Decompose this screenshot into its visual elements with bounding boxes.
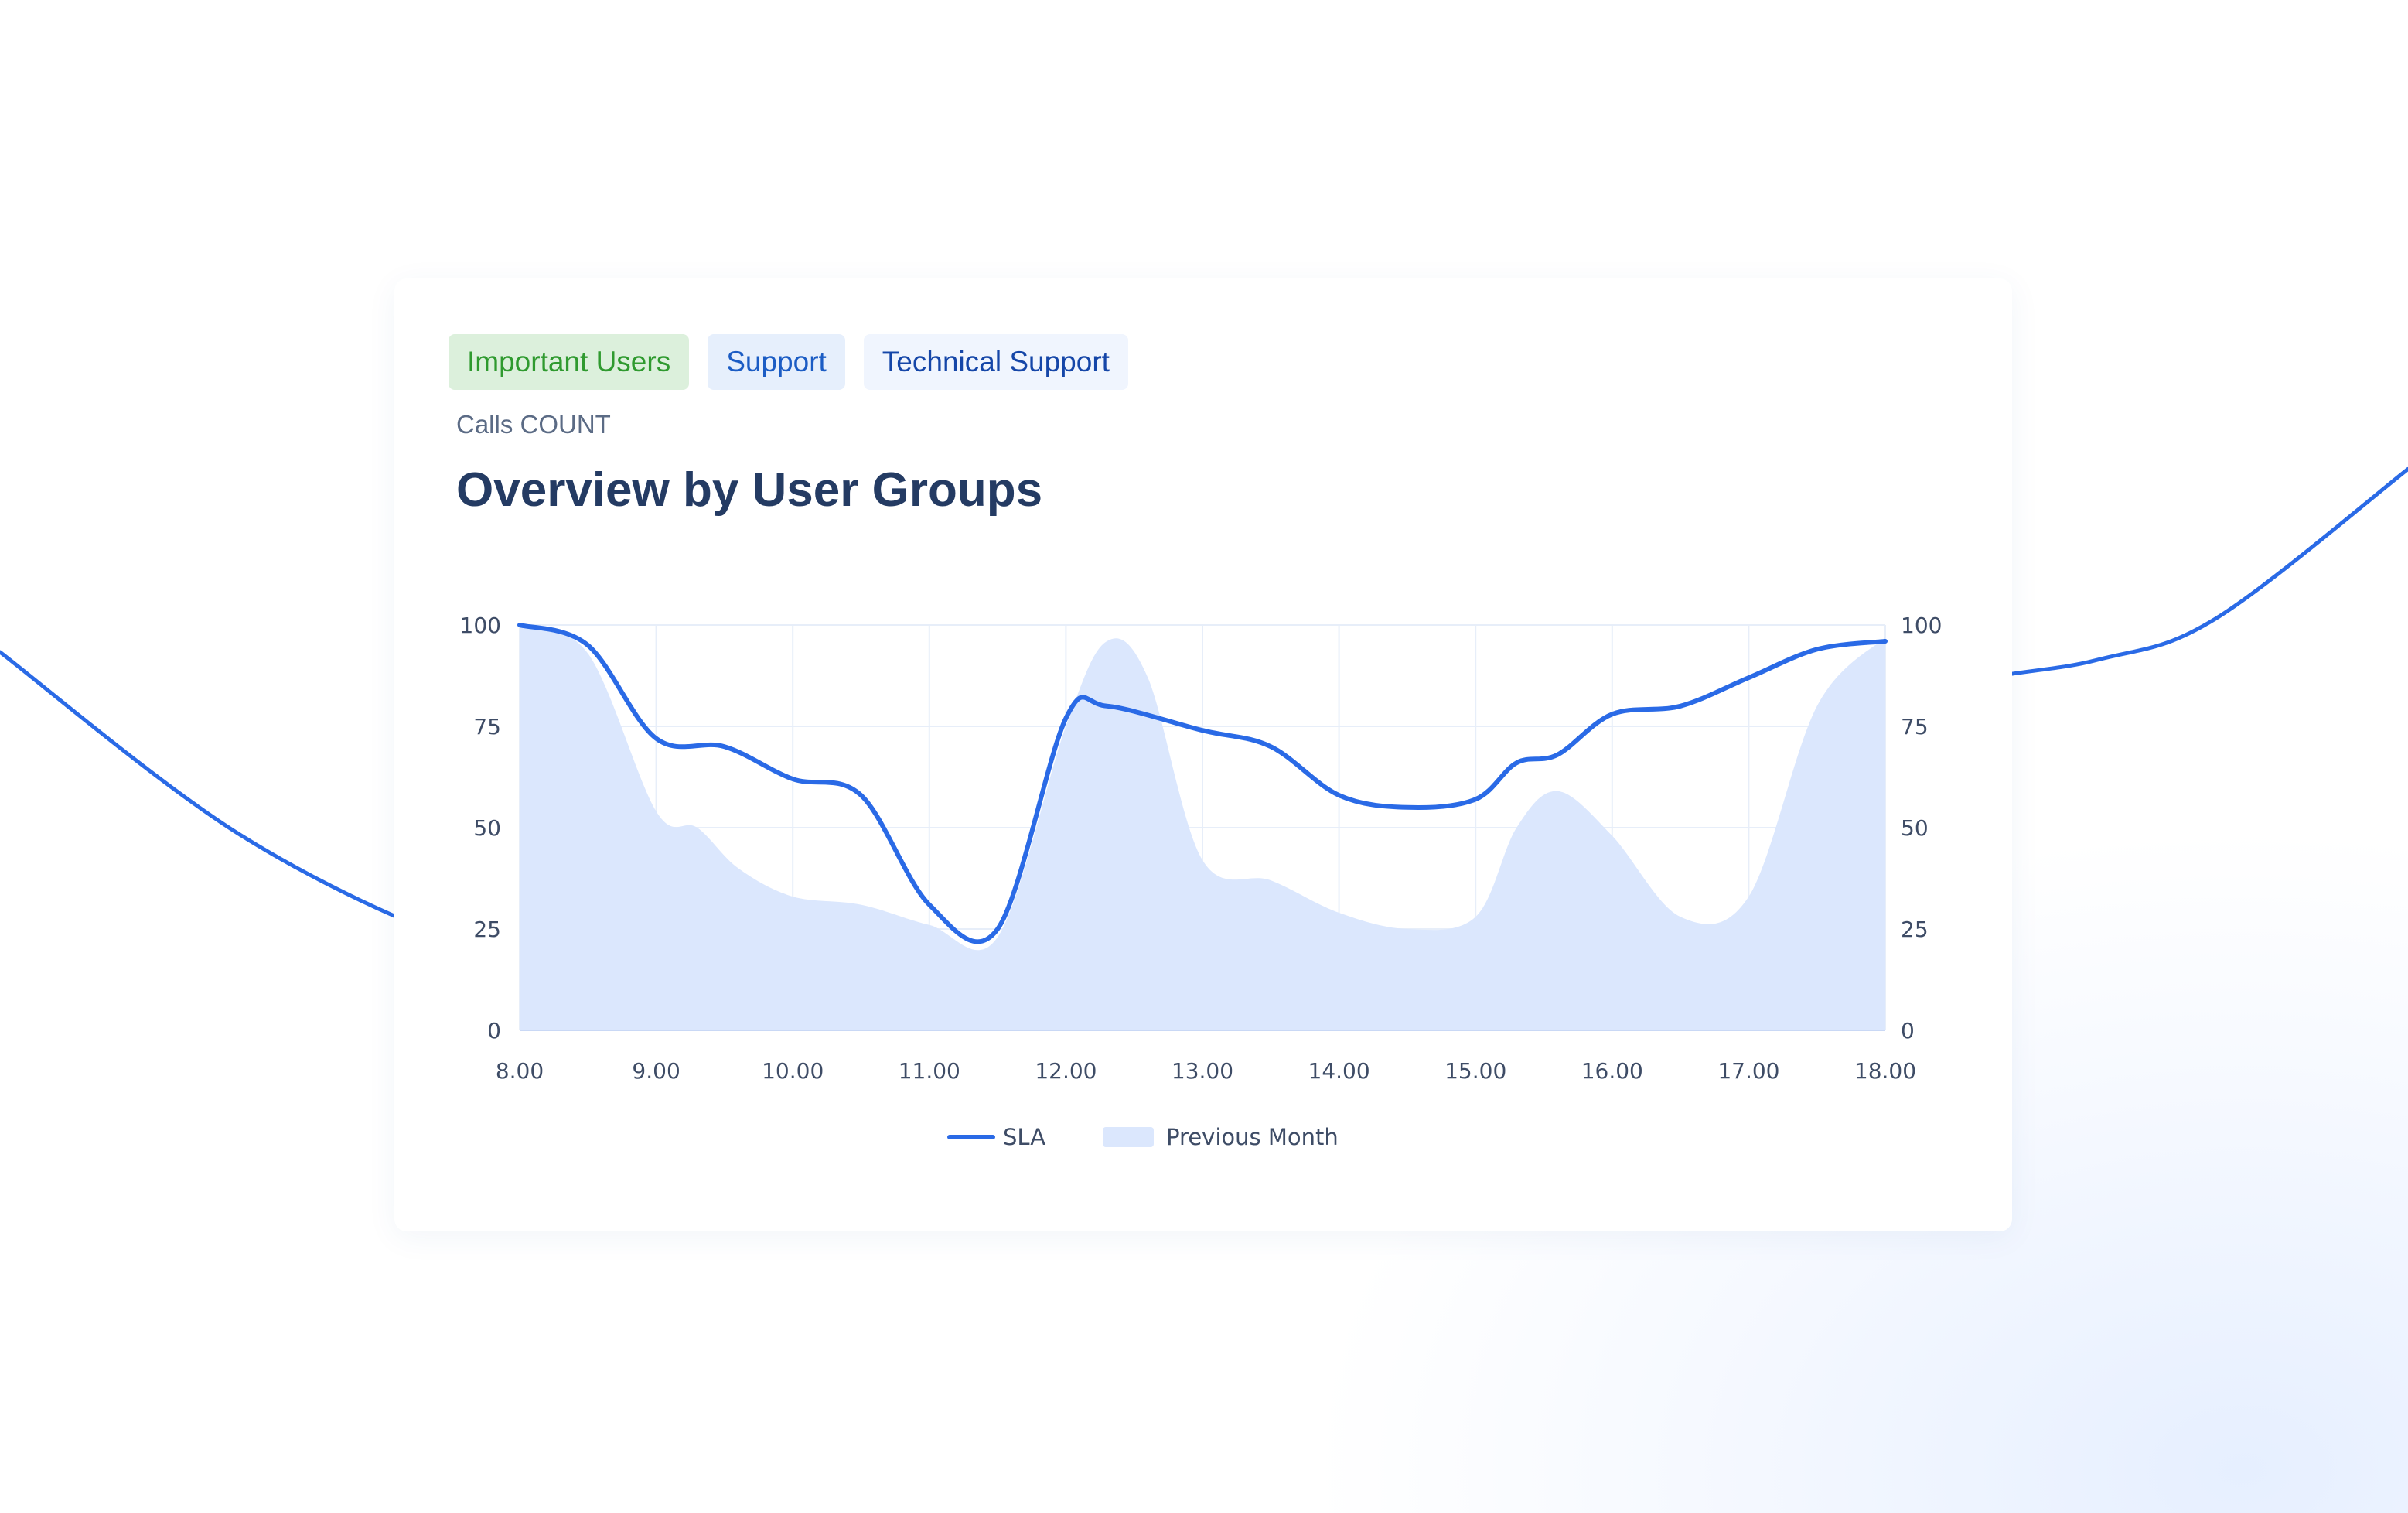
legend-label-previous-month: Previous Month xyxy=(1166,1124,1339,1150)
y-tick-label-right: 0 xyxy=(1901,1018,1915,1043)
tab-technical-support[interactable]: Technical Support xyxy=(863,334,1128,390)
y-tick-label-right: 50 xyxy=(1901,815,1929,841)
x-tick-label: 14.00 xyxy=(1308,1058,1370,1084)
y-tick-label-right: 25 xyxy=(1901,917,1929,942)
x-tick-label: 16.00 xyxy=(1581,1058,1643,1084)
legend-item-sla[interactable]: SLA xyxy=(947,1124,1045,1150)
y-tick-label-left: 75 xyxy=(473,714,501,739)
user-group-tabs: Important Users Support Technical Suppor… xyxy=(449,334,1128,390)
sla-legend-swatch xyxy=(947,1135,995,1139)
y-tick-label-right: 100 xyxy=(1901,613,1942,638)
chart-legend: SLA Previous Month xyxy=(947,1124,1339,1150)
y-tick-label-left: 25 xyxy=(473,917,501,942)
x-tick-label: 12.00 xyxy=(1035,1058,1097,1084)
x-tick-label: 10.00 xyxy=(762,1058,824,1084)
y-tick-label-left: 50 xyxy=(473,815,501,841)
chart-subtitle: Calls COUNT xyxy=(456,410,611,439)
x-tick-label: 8.00 xyxy=(496,1058,544,1084)
chart-title: Overview by User Groups xyxy=(456,463,1043,517)
x-tick-label: 18.00 xyxy=(1854,1058,1916,1084)
previous-month-area xyxy=(520,625,1885,1030)
x-tick-label: 13.00 xyxy=(1172,1058,1233,1084)
sla-line xyxy=(517,623,1888,944)
y-tick-label-left: 0 xyxy=(487,1018,501,1043)
chart-card: Important Users Support Technical Suppor… xyxy=(394,278,2012,1231)
x-tick-label: 11.00 xyxy=(899,1058,960,1084)
x-tick-label: 9.00 xyxy=(632,1058,680,1084)
x-tick-label: 15.00 xyxy=(1444,1058,1506,1084)
y-tick-label-right: 75 xyxy=(1901,714,1929,739)
y-tick-label-left: 100 xyxy=(460,613,501,638)
sla-chart: 8.00 9.00 10.00 11.00 12.00 13.00 14.00 15.00 16… xyxy=(460,613,1942,1084)
legend-label-sla: SLA xyxy=(1003,1124,1046,1150)
x-tick-label: 17.00 xyxy=(1717,1058,1779,1084)
previous-month-legend-swatch xyxy=(1103,1127,1155,1147)
legend-item-previous-month[interactable]: Previous Month xyxy=(1045,1124,1339,1150)
tab-important-users[interactable]: Important Users xyxy=(449,334,690,390)
tab-support[interactable]: Support xyxy=(708,334,845,390)
axis-ticks: 8.00 9.00 10.00 11.00 12.00 13.00 14.00 15.00 16… xyxy=(460,613,1942,1084)
